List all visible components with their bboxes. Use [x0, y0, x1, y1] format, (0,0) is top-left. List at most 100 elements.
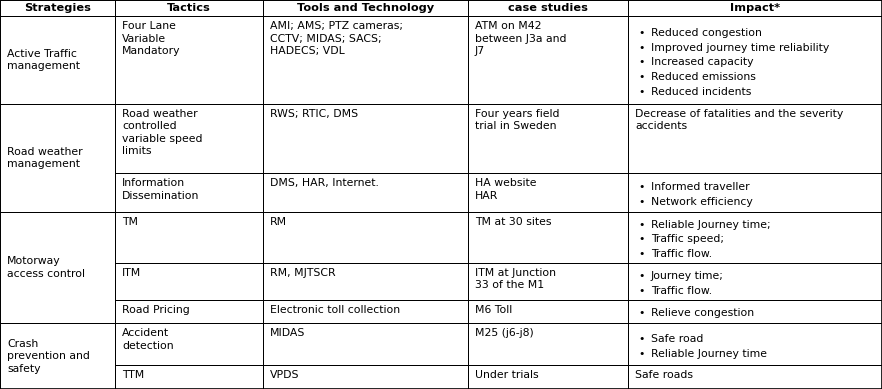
Text: ITM: ITM [122, 268, 141, 278]
Bar [628, 365, 882, 389]
Text: ITM at Junction
33 of the M1: ITM at Junction 33 of the M1 [475, 268, 556, 290]
Text: Impact*: Impact* [730, 3, 780, 13]
Text: Road weather
controlled
variable speed
limits: Road weather controlled variable speed l… [122, 109, 203, 156]
Text: Accident
detection: Accident detection [122, 328, 174, 350]
Text: VPDS: VPDS [270, 370, 300, 380]
Text: Informed traveller: Informed traveller [651, 182, 750, 193]
Text: Under trials: Under trials [475, 370, 539, 380]
Bar [0, 16, 115, 104]
Text: Increased capacity: Increased capacity [651, 57, 753, 67]
Text: •: • [638, 334, 645, 344]
Text: •: • [638, 271, 645, 281]
Text: Reliable Journey time: Reliable Journey time [651, 349, 767, 359]
Text: Information
Dissemination: Information Dissemination [122, 179, 199, 201]
Text: TTM: TTM [122, 370, 145, 380]
Bar [115, 16, 263, 104]
Text: Decrease of fatalities and the severity
accidents: Decrease of fatalities and the severity … [635, 109, 843, 131]
Bar [628, 16, 882, 104]
Text: Traffic flow.: Traffic flow. [651, 286, 712, 296]
Text: •: • [638, 72, 645, 82]
Text: TM: TM [122, 217, 138, 227]
Text: Crash
prevention and
safety: Crash prevention and safety [7, 339, 90, 373]
Bar [0, 323, 115, 389]
Bar [628, 173, 882, 212]
Bar [468, 212, 628, 263]
Bar [263, 104, 468, 173]
Bar [115, 173, 263, 212]
Text: MIDAS: MIDAS [270, 328, 305, 338]
Text: ATM on M42
between J3a and
J7: ATM on M42 between J3a and J7 [475, 21, 566, 56]
Bar [468, 300, 628, 323]
Bar [263, 212, 468, 263]
Bar [628, 323, 882, 365]
Text: HA website
HAR: HA website HAR [475, 179, 536, 201]
Text: Traffic flow.: Traffic flow. [651, 249, 712, 259]
Bar [468, 365, 628, 389]
Text: •: • [638, 235, 645, 245]
Text: •: • [638, 28, 645, 38]
Bar [115, 212, 263, 263]
Text: •: • [638, 197, 645, 207]
Text: •: • [638, 182, 645, 193]
Bar [263, 323, 468, 365]
Bar [628, 104, 882, 173]
Text: Reliable Journey time;: Reliable Journey time; [651, 220, 771, 230]
Text: M25 (j6-j8): M25 (j6-j8) [475, 328, 534, 338]
Bar [115, 0, 263, 16]
Bar [263, 263, 468, 300]
Bar [468, 16, 628, 104]
Bar [263, 0, 468, 16]
Text: Journey time;: Journey time; [651, 271, 724, 281]
Text: Network efficiency: Network efficiency [651, 197, 752, 207]
Bar [468, 173, 628, 212]
Bar [628, 0, 882, 16]
Text: RM: RM [270, 217, 288, 227]
Text: •: • [638, 87, 645, 96]
Text: •: • [638, 220, 645, 230]
Bar [628, 263, 882, 300]
Text: Road Pricing: Road Pricing [122, 305, 190, 315]
Text: TM at 30 sites: TM at 30 sites [475, 217, 551, 227]
Text: M6 Toll: M6 Toll [475, 305, 512, 315]
Bar [0, 212, 115, 323]
Text: case studies: case studies [508, 3, 588, 13]
Bar [263, 173, 468, 212]
Bar [115, 323, 263, 365]
Text: Reduced emissions: Reduced emissions [651, 72, 756, 82]
Text: Safe roads: Safe roads [635, 370, 693, 380]
Bar [468, 263, 628, 300]
Bar [263, 300, 468, 323]
Text: Reduced congestion: Reduced congestion [651, 28, 762, 38]
Text: Four years field
trial in Sweden: Four years field trial in Sweden [475, 109, 559, 131]
Bar [628, 300, 882, 323]
Bar [468, 323, 628, 365]
Text: AMI; AMS; PTZ cameras;
CCTV; MIDAS; SACS;
HADECS; VDL: AMI; AMS; PTZ cameras; CCTV; MIDAS; SACS… [270, 21, 403, 56]
Text: DMS, HAR, Internet.: DMS, HAR, Internet. [270, 179, 379, 189]
Text: •: • [638, 286, 645, 296]
Text: •: • [638, 57, 645, 67]
Text: •: • [638, 349, 645, 359]
Text: Electronic toll collection: Electronic toll collection [270, 305, 400, 315]
Text: Four Lane
Variable
Mandatory: Four Lane Variable Mandatory [122, 21, 181, 56]
Bar [115, 300, 263, 323]
Bar [468, 0, 628, 16]
Text: Motorway
access control: Motorway access control [7, 256, 85, 279]
Bar [0, 0, 115, 16]
Bar [0, 104, 115, 212]
Text: RM, MJTSCR: RM, MJTSCR [270, 268, 336, 278]
Text: •: • [638, 308, 645, 319]
Text: Tools and Technology: Tools and Technology [297, 3, 434, 13]
Text: Safe road: Safe road [651, 334, 703, 344]
Bar [115, 365, 263, 389]
Bar [263, 16, 468, 104]
Text: •: • [638, 43, 645, 53]
Text: Traffic speed;: Traffic speed; [651, 235, 724, 245]
Text: •: • [638, 249, 645, 259]
Bar [468, 104, 628, 173]
Text: Active Traffic
management: Active Traffic management [7, 49, 80, 72]
Bar [115, 263, 263, 300]
Text: Reduced incidents: Reduced incidents [651, 87, 751, 96]
Bar [263, 365, 468, 389]
Text: Strategies: Strategies [24, 3, 91, 13]
Text: Tactics: Tactics [167, 3, 211, 13]
